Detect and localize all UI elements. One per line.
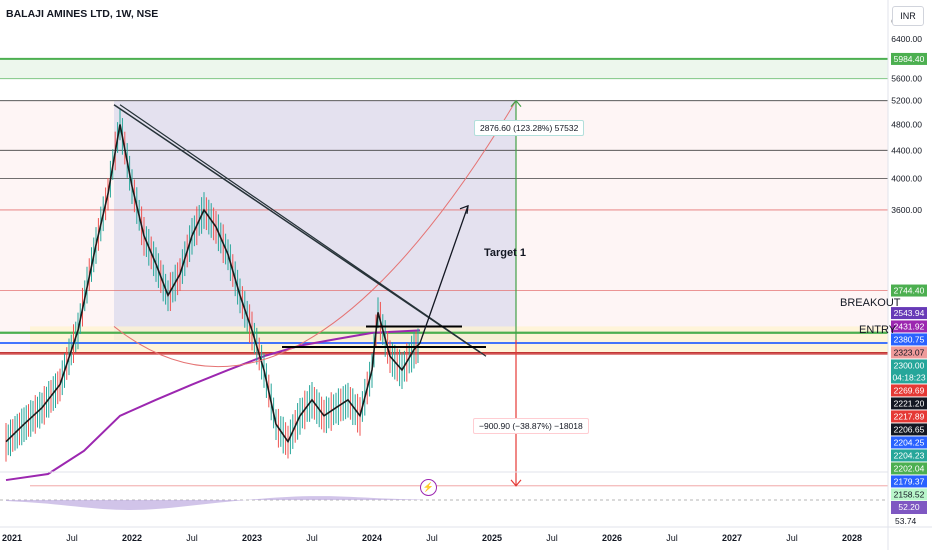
price-tag-text: 5984.40 bbox=[894, 54, 925, 64]
x-tick-label: 2027 bbox=[722, 533, 742, 543]
y-tick-label: 6400.00 bbox=[891, 34, 922, 44]
x-tick-label: 2023 bbox=[242, 533, 262, 543]
moving-average-line bbox=[5, 329, 421, 482]
price-tag-text: 2202.04 bbox=[894, 463, 925, 473]
price-tag-text: 2543.94 bbox=[894, 308, 925, 318]
x-tick-label: 2024 bbox=[362, 533, 382, 543]
projection-down-head bbox=[510, 479, 522, 487]
y-tick-label: 5600.00 bbox=[891, 74, 922, 84]
target-arrow-line bbox=[419, 205, 469, 344]
x-tick-label: Jul bbox=[426, 533, 438, 543]
x-tick-label: 2025 bbox=[482, 533, 502, 543]
price-tag-text: 2269.69 bbox=[894, 385, 925, 395]
price-tag-text: 2300.00 bbox=[894, 360, 925, 370]
price-tag-bg bbox=[891, 488, 927, 501]
descending-trendline-2 bbox=[119, 104, 487, 357]
x-tick-label: Jul bbox=[546, 533, 558, 543]
drawings-layer bbox=[113, 99, 522, 487]
price-tag-bg bbox=[891, 384, 927, 397]
alert-icon[interactable]: ⚡ bbox=[420, 479, 437, 496]
x-tick-label: 2022 bbox=[122, 533, 142, 543]
series-layer bbox=[5, 109, 421, 482]
y-tick-label: 4800.00 bbox=[891, 119, 922, 129]
x-tick-label: Jul bbox=[186, 533, 198, 543]
green-zone bbox=[0, 58, 888, 79]
resistance-zone bbox=[0, 100, 888, 354]
x-tick-label: 2026 bbox=[602, 533, 622, 543]
cup-arc bbox=[113, 100, 517, 368]
x-tick-label: Jul bbox=[666, 533, 678, 543]
price-tag-text: 2380.75 bbox=[894, 334, 925, 344]
indicator-area bbox=[6, 496, 420, 510]
price-tag-bg bbox=[891, 307, 927, 320]
price-zigzag-line bbox=[5, 124, 421, 444]
price-tag-text: 2744.40 bbox=[894, 286, 925, 296]
x-tick-label: 2021 bbox=[2, 533, 22, 543]
price-tag-bg bbox=[891, 359, 927, 384]
target-label: Target 1 bbox=[484, 247, 526, 259]
currency-button[interactable]: INR bbox=[892, 6, 924, 26]
price-tags-layer: 5984.40 2744.40 2543.94 2431.92 2380.75 2323.… bbox=[891, 52, 927, 501]
down-measure-label: −900.90 (−38.87%) −18018 bbox=[473, 418, 589, 434]
price-tag-text: 2158.52 bbox=[894, 489, 925, 499]
price-tag-text: 2179.37 bbox=[894, 476, 925, 486]
target-arrow-head bbox=[459, 204, 469, 214]
price-tag-text: 2323.07 bbox=[894, 347, 925, 357]
price-tag-bg bbox=[891, 410, 927, 423]
x-tick-label: Jul bbox=[66, 533, 78, 543]
projection-box bbox=[114, 100, 516, 341]
indicator-sub-label: 53.74 bbox=[895, 516, 917, 526]
price-tag-bg bbox=[891, 462, 927, 475]
price-tag-text: 2206.65 bbox=[894, 424, 925, 434]
price-tag-bg bbox=[891, 436, 927, 449]
indicator-value-tag: 52.20 bbox=[891, 501, 927, 514]
price-tag-bg bbox=[891, 52, 927, 65]
price-tag-bg bbox=[891, 333, 927, 346]
price-tag-bg bbox=[891, 449, 927, 462]
descending-trendline bbox=[113, 104, 481, 353]
levels-layer bbox=[0, 57, 888, 487]
price-tag-bg bbox=[891, 284, 927, 297]
indicator-pane bbox=[0, 471, 888, 510]
price-tag-bg bbox=[891, 475, 927, 488]
x-tick-label: Jul bbox=[306, 533, 318, 543]
price-tag-text: 2431.92 bbox=[894, 321, 925, 331]
price-tag-bg bbox=[891, 423, 927, 436]
price-tag-text: 2204.25 bbox=[894, 437, 925, 447]
up-measure-label: 2876.60 (123.28%) 57532 bbox=[474, 120, 585, 136]
price-tag-bg bbox=[891, 346, 927, 359]
x-tick-label: Jul bbox=[786, 533, 798, 543]
y-tick-label: 3600.00 bbox=[891, 205, 922, 215]
price-tag-sub: 04:18:23 bbox=[892, 372, 925, 382]
price-tag-text: 2204.23 bbox=[894, 450, 925, 460]
entry-zone bbox=[30, 326, 888, 354]
x-tick-label: 2028 bbox=[842, 533, 862, 543]
zones-layer bbox=[0, 58, 888, 354]
price-tag-text: 2221.20 bbox=[894, 398, 925, 408]
price-tag-bg bbox=[891, 320, 927, 333]
breakout-label: BREAKOUT bbox=[840, 297, 901, 309]
y-tick-label: 4400.00 bbox=[891, 145, 922, 155]
y-tick-label: 5200.00 bbox=[891, 96, 922, 106]
price-tag-text: 2217.89 bbox=[894, 411, 925, 421]
y-tick-label: 4000.00 bbox=[891, 174, 922, 184]
chart-title: BALAJI AMINES LTD, 1W, NSE bbox=[6, 8, 159, 20]
projection-up-head bbox=[510, 99, 522, 108]
entry-label: ENTRY bbox=[859, 324, 897, 336]
price-tag-bg bbox=[891, 397, 927, 410]
